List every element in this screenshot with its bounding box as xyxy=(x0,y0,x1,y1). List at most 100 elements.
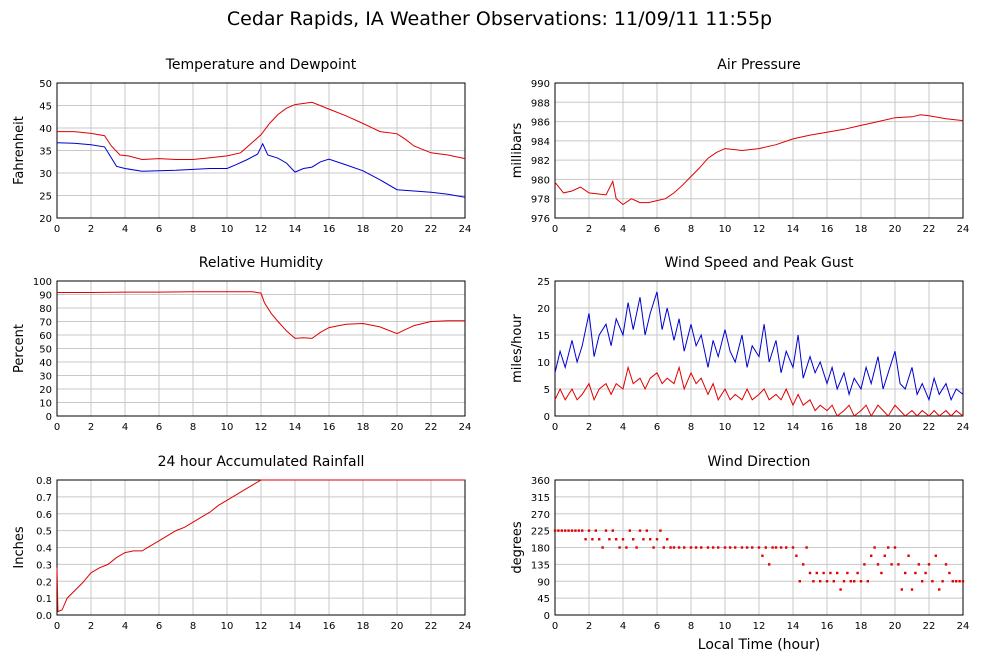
data-point xyxy=(938,588,941,591)
x-tick-label: 20 xyxy=(391,422,404,433)
chart-title: Air Pressure xyxy=(717,57,800,73)
x-tick-label: 4 xyxy=(620,422,626,433)
data-point xyxy=(958,580,961,583)
x-tick-label: 18 xyxy=(357,621,370,632)
x-tick-label: 16 xyxy=(323,422,336,433)
data-point xyxy=(910,588,914,591)
data-point xyxy=(808,571,812,575)
x-tick-label: 16 xyxy=(323,224,336,235)
data-point xyxy=(955,580,958,583)
y-tick-label: 90 xyxy=(537,577,550,588)
data-point xyxy=(883,554,886,557)
data-point xyxy=(662,546,665,549)
x-tick-label: 22 xyxy=(425,422,438,433)
x-tick-label: 24 xyxy=(459,422,472,433)
data-point xyxy=(598,538,601,541)
x-tick-label: 10 xyxy=(719,224,732,235)
y-axis-label: Fahrenheit xyxy=(12,116,27,185)
y-tick-label: 225 xyxy=(531,527,550,538)
data-point xyxy=(761,554,764,557)
x-tick-label: 24 xyxy=(459,621,472,632)
x-tick-label: 10 xyxy=(221,422,234,433)
data-point xyxy=(591,538,594,541)
x-tick-label: 14 xyxy=(289,621,302,632)
data-point xyxy=(645,529,648,532)
x-axis-label: Local Time (hour) xyxy=(698,637,820,653)
y-tick-label: 45 xyxy=(39,102,52,113)
data-point xyxy=(836,571,839,575)
data-point xyxy=(570,529,574,532)
x-tick-label: 12 xyxy=(753,422,766,433)
y-tick-label: 100 xyxy=(33,277,52,288)
y-tick-label: 20 xyxy=(537,304,550,315)
x-tick-label: 16 xyxy=(821,224,834,235)
data-point xyxy=(574,529,577,532)
y-tick-label: 0.5 xyxy=(36,527,52,538)
x-tick-label: 4 xyxy=(122,224,128,235)
x-tick-label: 22 xyxy=(425,621,438,632)
data-point xyxy=(802,563,805,566)
data-point xyxy=(785,546,788,549)
x-tick-label: 12 xyxy=(255,224,268,235)
x-tick-label: 22 xyxy=(425,224,438,235)
data-point xyxy=(795,554,798,557)
x-tick-label: 8 xyxy=(688,422,694,433)
x-tick-label: 2 xyxy=(88,224,94,235)
data-point xyxy=(717,546,720,549)
data-point xyxy=(849,580,852,583)
x-tick-label: 12 xyxy=(753,621,766,632)
data-point xyxy=(842,580,846,583)
data-point xyxy=(666,538,669,541)
data-point xyxy=(655,538,659,541)
data-point xyxy=(774,546,778,549)
data-point xyxy=(728,546,732,549)
data-point xyxy=(628,529,631,532)
x-tick-label: 20 xyxy=(391,224,404,235)
y-tick-label: 360 xyxy=(531,476,550,487)
data-point xyxy=(907,554,910,557)
x-tick-label: 16 xyxy=(821,422,834,433)
x-tick-label: 0 xyxy=(54,224,60,235)
y-tick-label: 315 xyxy=(531,493,550,504)
data-point xyxy=(904,571,907,575)
data-point xyxy=(560,529,563,532)
data-point xyxy=(961,580,965,583)
y-tick-label: 990 xyxy=(531,79,550,90)
data-point xyxy=(584,538,587,541)
x-tick-label: 4 xyxy=(122,621,128,632)
data-point xyxy=(751,546,754,549)
data-point xyxy=(669,546,672,549)
data-point xyxy=(608,538,611,541)
data-point xyxy=(564,529,567,532)
chart-title: 24 hour Accumulated Rainfall xyxy=(158,454,365,470)
y-tick-label: 5 xyxy=(544,385,550,396)
data-point xyxy=(829,571,832,575)
x-tick-label: 6 xyxy=(654,621,660,632)
data-point xyxy=(917,563,920,566)
data-point xyxy=(615,538,618,541)
data-point xyxy=(890,563,893,566)
x-tick-label: 6 xyxy=(654,422,660,433)
y-tick-label: 976 xyxy=(531,214,550,225)
y-tick-label: 40 xyxy=(39,124,52,135)
y-tick-label: 0.6 xyxy=(36,510,52,521)
data-point xyxy=(757,546,761,549)
data-point xyxy=(791,546,795,549)
data-point xyxy=(927,563,931,566)
data-point xyxy=(941,580,944,583)
x-tick-label: 20 xyxy=(889,621,902,632)
y-tick-label: 60 xyxy=(39,331,52,342)
data-point xyxy=(779,546,783,549)
x-tick-label: 16 xyxy=(821,621,834,632)
data-point xyxy=(944,563,948,566)
y-tick-label: 0 xyxy=(544,412,550,423)
data-point xyxy=(689,546,693,549)
y-axis-label: degrees xyxy=(510,521,525,574)
data-point xyxy=(723,546,727,549)
x-tick-label: 6 xyxy=(156,621,162,632)
y-tick-label: 30 xyxy=(39,372,52,383)
